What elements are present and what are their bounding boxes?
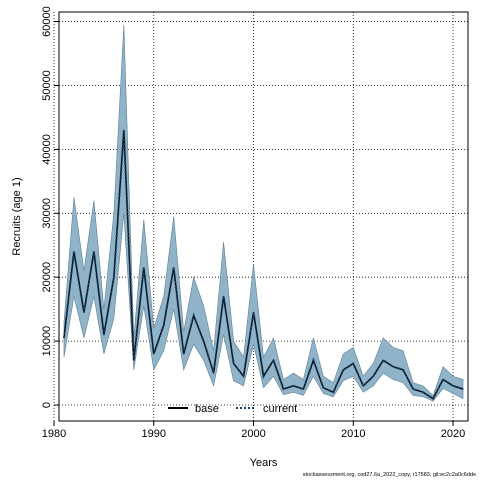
data-point: [432, 398, 434, 400]
y-tick-label: 30000: [41, 198, 53, 229]
x-axis: 1980 1990 2000 2010 2020: [42, 421, 465, 440]
data-point: [462, 388, 464, 390]
data-point: [412, 388, 414, 390]
data-point: [272, 359, 275, 361]
x-tick-label: 2020: [441, 428, 465, 440]
y-tick-label: 20000: [41, 262, 53, 293]
data-point: [163, 324, 165, 326]
data-point: [332, 391, 334, 393]
data-point: [322, 387, 324, 389]
data-point: [252, 311, 255, 313]
data-point: [352, 362, 354, 365]
x-tick-label: 2010: [341, 428, 365, 440]
x-tick-label: 2000: [241, 428, 265, 440]
data-point: [203, 340, 205, 342]
data-point: [103, 334, 105, 336]
legend: base current: [168, 403, 297, 415]
confidence-band-layer: [63, 24, 464, 402]
data-point: [232, 362, 235, 365]
plot-frame: [58, 11, 469, 422]
data-point: [153, 353, 155, 355]
legend-label-base: base: [195, 403, 219, 415]
data-point-layer: [63, 129, 464, 400]
data-point: [73, 251, 75, 253]
data-point: [183, 353, 185, 355]
data-point: [242, 375, 245, 377]
data-point: [133, 359, 135, 361]
data-point: [362, 385, 364, 387]
grid-layer: [53, 12, 468, 421]
y-tick-label: 40000: [41, 134, 53, 165]
data-point: [113, 276, 115, 278]
data-point: [372, 375, 374, 377]
x-tick-label: 1990: [142, 428, 166, 440]
y-tick-label: 10000: [41, 326, 53, 357]
data-point: [382, 359, 384, 361]
data-point: [213, 372, 215, 374]
data-point: [63, 337, 65, 339]
y-tick-label: 0: [41, 402, 53, 408]
footer-credit: stockassessment.org, cod27.6a_2022_copy,…: [302, 472, 476, 478]
y-tick-label: 50000: [41, 70, 53, 101]
data-point: [193, 314, 195, 317]
data-point: [342, 369, 344, 371]
x-tick-label: 1980: [42, 428, 66, 440]
data-point: [422, 391, 424, 393]
data-point: [123, 129, 125, 131]
data-point: [282, 388, 285, 390]
data-point: [222, 295, 225, 297]
data-point: [173, 267, 175, 269]
data-point: [442, 378, 444, 381]
data-point: [402, 369, 404, 371]
data-point: [83, 311, 85, 313]
y-axis: 0 10000 20000 30000 40000 50000 60000: [41, 6, 59, 408]
y-axis-title: Recruits (age 1): [11, 177, 23, 255]
x-axis-title: Years: [250, 457, 278, 469]
data-point: [262, 375, 265, 377]
data-point: [93, 251, 95, 253]
data-point: [292, 385, 295, 387]
confidence-band: [63, 24, 464, 402]
data-point: [452, 385, 454, 387]
data-point: [312, 359, 314, 361]
legend-label-current: current: [263, 403, 297, 415]
data-point: [302, 388, 305, 390]
y-tick-label: 60000: [41, 6, 53, 37]
data-point: [143, 267, 145, 269]
data-point: [392, 366, 394, 368]
